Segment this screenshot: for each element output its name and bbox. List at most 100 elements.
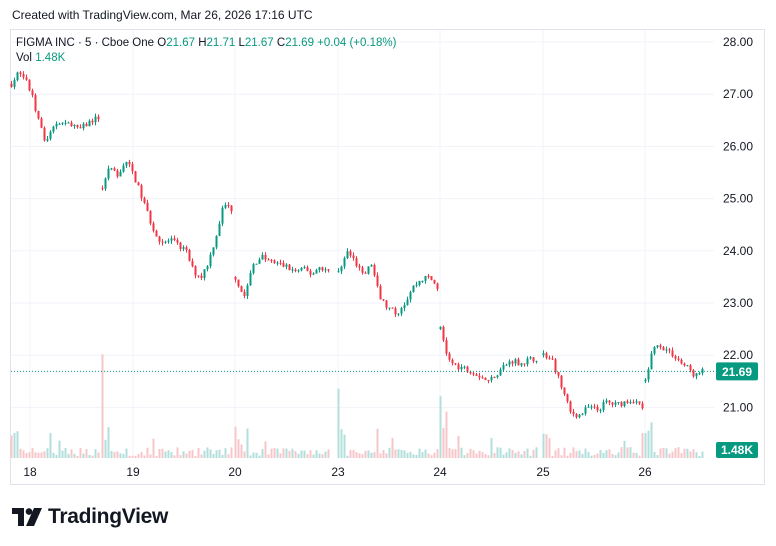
candle [22, 71, 25, 80]
volume-bar [230, 447, 233, 458]
volume-bar [91, 455, 94, 458]
candle-body [134, 171, 137, 183]
candle [303, 265, 306, 269]
candle-body [481, 377, 484, 379]
candle [352, 252, 355, 261]
candle-body [526, 358, 529, 365]
volume-bar [385, 453, 388, 458]
candle [279, 259, 282, 266]
candle [575, 413, 578, 419]
volume-bar [315, 450, 318, 458]
legend-close-label: C [276, 37, 286, 49]
volume-bar [511, 450, 514, 458]
candle [686, 364, 689, 367]
legend-close: 21.69 [285, 37, 314, 49]
volume-bar [671, 451, 674, 458]
candle-body [158, 236, 161, 242]
tradingview-brand[interactable]: TradingView [12, 505, 168, 529]
candle-body [37, 110, 40, 119]
candle-body [43, 127, 46, 141]
volume-bar [64, 448, 67, 458]
volume-bar [463, 455, 466, 458]
price-tick-label: 27.00 [723, 87, 753, 101]
candle-body [252, 264, 255, 273]
candle-body [367, 266, 370, 274]
candle [608, 400, 611, 406]
volume-bar [288, 450, 291, 458]
candle-body [25, 77, 28, 80]
candle [511, 360, 514, 367]
candle [34, 93, 37, 113]
volume-bar [352, 449, 355, 458]
candle-body [671, 350, 674, 357]
candle-body [382, 299, 385, 301]
candle [88, 119, 91, 127]
volume-bar [249, 455, 252, 458]
candle-body [258, 259, 261, 264]
candle-body [113, 168, 116, 171]
candle-body [629, 402, 632, 404]
volume-bar [584, 448, 587, 458]
volume-bar [25, 452, 28, 458]
volume-bar [689, 451, 692, 458]
volume-bar [312, 454, 315, 458]
volume-bar [203, 450, 206, 458]
volume-bar [321, 454, 324, 458]
candle [463, 365, 466, 370]
candle-body [466, 366, 469, 372]
volume-bar [490, 438, 493, 458]
volume-bar [611, 454, 614, 458]
volume-bar [701, 451, 704, 458]
volume-bar [300, 450, 303, 458]
volume-bar [647, 430, 650, 458]
candle-body [276, 262, 279, 264]
candle-body [85, 123, 88, 127]
candle [505, 363, 508, 366]
volume-bar [680, 453, 683, 458]
candle-body [212, 247, 215, 255]
candle-body [418, 280, 421, 285]
volume-bar [427, 453, 430, 458]
candle-body [79, 127, 82, 129]
candle-body [67, 122, 70, 124]
volume-bar [306, 454, 309, 458]
volume-bar [617, 452, 620, 458]
candle-body [230, 205, 233, 212]
volume-bar [197, 447, 200, 458]
candle-body [261, 254, 264, 260]
volume-bar [116, 451, 119, 458]
volume-bar [487, 455, 490, 458]
price-tick-label: 28.00 [723, 35, 753, 49]
candle [578, 413, 581, 419]
candle-body [692, 370, 695, 377]
candle-body [593, 406, 596, 408]
volume-bar [303, 450, 306, 458]
candle [209, 252, 212, 269]
candle [418, 280, 421, 287]
candle [61, 122, 64, 126]
candle [252, 262, 255, 275]
candle-body [318, 267, 321, 270]
chart-frame[interactable] [10, 29, 765, 485]
volume-bar [122, 453, 125, 458]
volume-bar [215, 450, 218, 458]
candle-body [300, 267, 303, 271]
candle [653, 346, 656, 356]
time-tick-label: 25 [536, 465, 550, 479]
candle [37, 110, 40, 120]
candle [436, 282, 439, 292]
candle [273, 259, 276, 264]
candle-body [551, 358, 554, 360]
volume-bar [677, 447, 680, 458]
candle-body [478, 375, 481, 378]
candle-body [590, 406, 593, 408]
volume-bar [457, 435, 460, 458]
volume-bar [234, 426, 237, 458]
volume-bar [206, 447, 209, 458]
candle [529, 356, 532, 360]
volume-bar [460, 447, 463, 458]
candle [85, 122, 88, 127]
volume-bar [644, 432, 647, 458]
volume-bar [355, 452, 358, 458]
